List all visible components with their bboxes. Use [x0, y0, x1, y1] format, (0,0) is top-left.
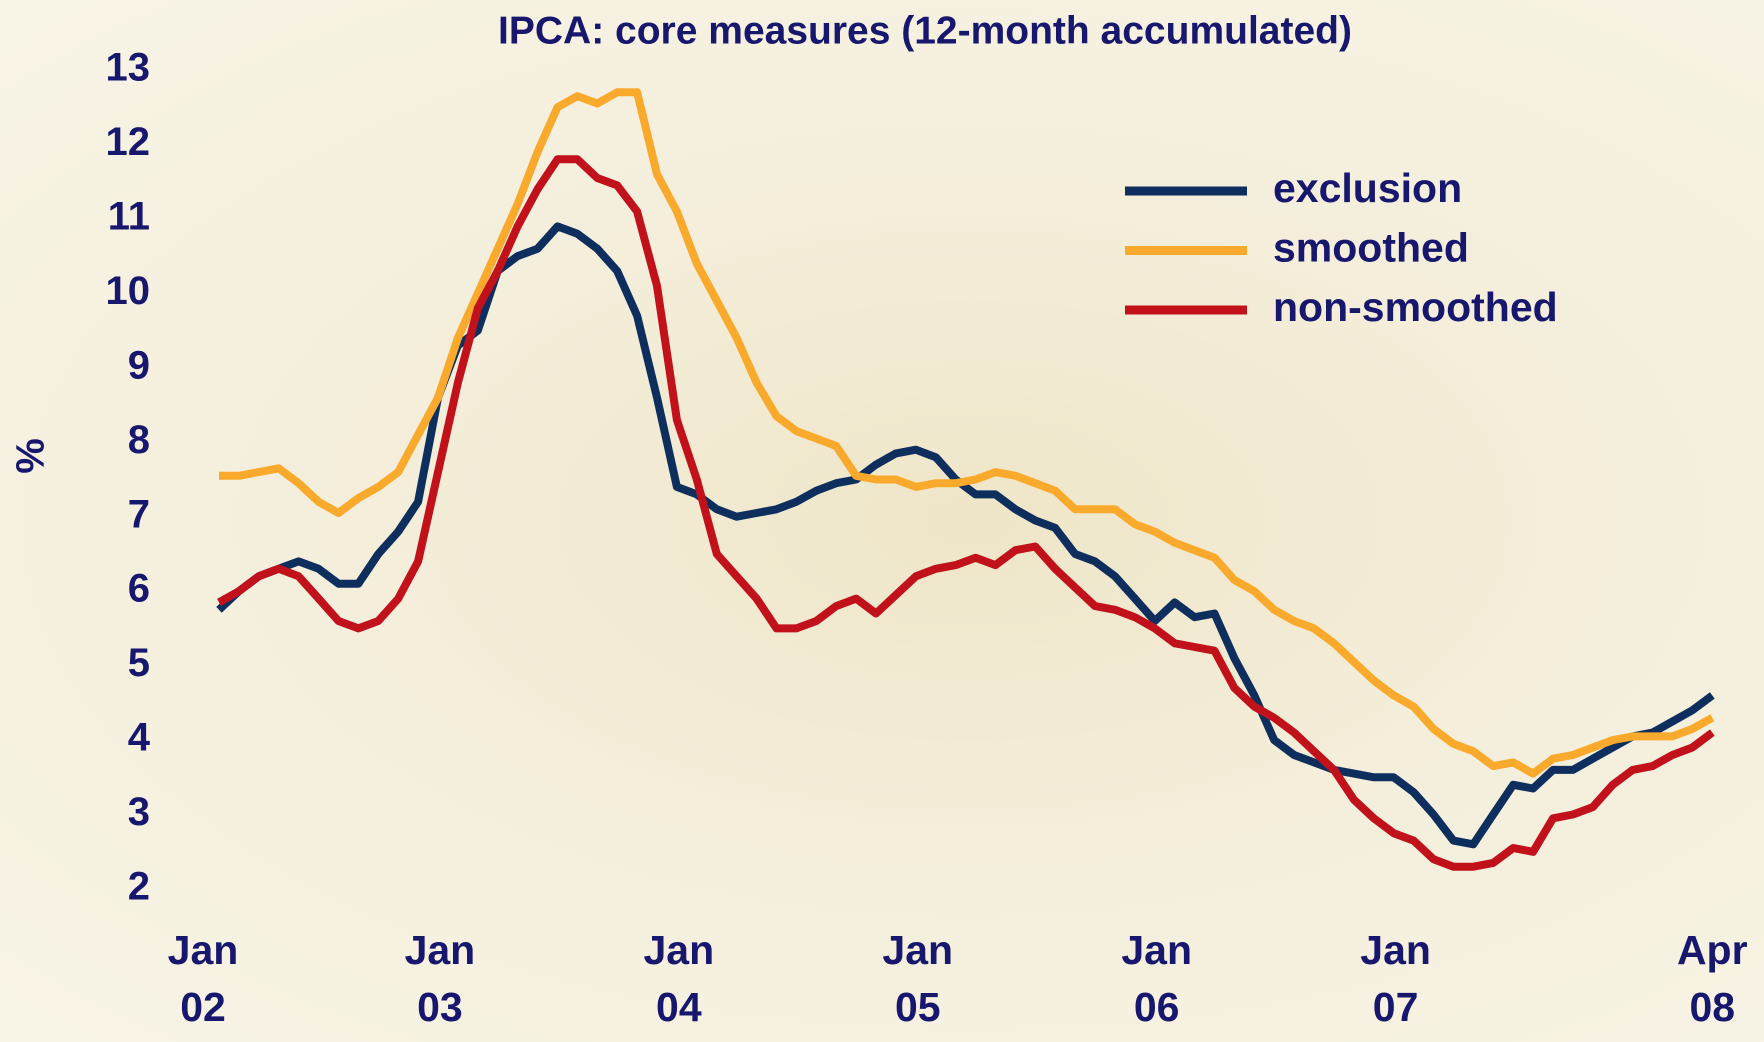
y-tick-label: 3 — [128, 790, 150, 834]
y-tick-label: 12 — [106, 120, 151, 164]
x-tick-label: Jan 04 — [643, 927, 715, 1030]
y-tick-label: 13 — [106, 46, 151, 90]
y-axis-label: % — [9, 438, 53, 474]
legend-label: smoothed — [1273, 224, 1469, 270]
series-line — [217, 155, 1715, 871]
y-tick-label: 8 — [128, 418, 150, 462]
y-tick-label: 11 — [108, 194, 150, 238]
x-tick-label: Jan 02 — [167, 927, 239, 1030]
y-tick-label: 9 — [128, 343, 150, 387]
legend-label: non-smoothed — [1273, 284, 1558, 330]
x-tick-label: Jan 06 — [1121, 927, 1192, 1030]
y-tick-label: 5 — [128, 641, 150, 685]
y-tick-label: 10 — [106, 269, 151, 313]
y-tick-label: 2 — [128, 865, 150, 909]
series-line — [219, 88, 1715, 778]
x-tick-label: Apr 08 — [1676, 927, 1748, 1030]
x-tick-label: Jan 05 — [882, 927, 954, 1030]
x-tick-label: Jan 03 — [404, 927, 476, 1030]
y-tick-label: 4 — [128, 716, 151, 760]
y-tick-label: 6 — [128, 567, 150, 611]
chart-title: IPCA: core measures (12-month accumulate… — [498, 9, 1352, 52]
y-tick-label: 7 — [128, 492, 150, 536]
x-tick-label: Jan 07 — [1360, 927, 1431, 1030]
legend-label: exclusion — [1273, 165, 1462, 211]
